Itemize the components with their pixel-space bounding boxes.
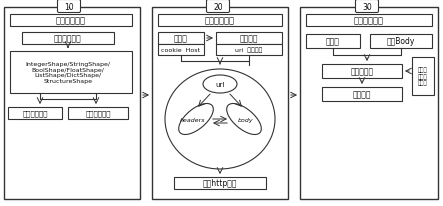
- Text: 出参数据模型: 出参数据模型: [85, 110, 111, 117]
- FancyBboxPatch shape: [58, 0, 81, 13]
- Text: 数据模型定义: 数据模型定义: [54, 34, 82, 43]
- Bar: [322, 88, 402, 102]
- Text: 发送http请求: 发送http请求: [203, 179, 237, 188]
- Text: 接口类: 接口类: [174, 34, 188, 43]
- Ellipse shape: [165, 70, 275, 169]
- Text: 测试结果: 测试结果: [353, 90, 371, 99]
- Bar: [370, 35, 432, 49]
- Bar: [322, 65, 402, 79]
- Bar: [22, 33, 114, 45]
- Bar: [174, 177, 266, 189]
- Ellipse shape: [203, 76, 237, 94]
- Text: headers: headers: [180, 118, 206, 123]
- FancyBboxPatch shape: [355, 0, 378, 13]
- Bar: [68, 108, 128, 119]
- Ellipse shape: [227, 104, 261, 135]
- Text: 当前配
置的权
限策略: 当前配 置的权 限策略: [418, 67, 428, 86]
- Bar: [158, 45, 204, 56]
- Bar: [300, 8, 438, 199]
- Text: 测试接口: 测试接口: [240, 34, 258, 43]
- Bar: [152, 8, 288, 199]
- Bar: [4, 8, 140, 199]
- Bar: [158, 33, 204, 45]
- Text: url: url: [215, 82, 225, 88]
- FancyBboxPatch shape: [206, 0, 229, 13]
- Text: 预期响应值: 预期响应值: [350, 67, 373, 76]
- Bar: [10, 52, 132, 94]
- Bar: [10, 15, 132, 27]
- Text: 权限校验模块: 权限校验模块: [354, 16, 384, 25]
- Text: uri  数据模型: uri 数据模型: [235, 47, 263, 53]
- Bar: [216, 45, 282, 56]
- Text: 30: 30: [362, 2, 372, 12]
- Text: 20: 20: [213, 2, 223, 12]
- Ellipse shape: [179, 104, 214, 135]
- Bar: [8, 108, 62, 119]
- Text: 响应Body: 响应Body: [387, 37, 415, 46]
- Bar: [158, 15, 282, 27]
- Text: 状态码: 状态码: [326, 37, 340, 46]
- Text: 接口数据解析: 接口数据解析: [56, 16, 86, 25]
- Text: cookie  Host: cookie Host: [162, 48, 201, 53]
- Text: IntegerShape/StringShape/
BoolShape/FloatShape/
ListShape/DictShape/
StructureSh: IntegerShape/StringShape/ BoolShape/Floa…: [26, 62, 110, 84]
- Bar: [216, 33, 282, 45]
- Text: 入参数据模型: 入参数据模型: [22, 110, 48, 117]
- Bar: [306, 35, 360, 49]
- Bar: [306, 15, 432, 27]
- Text: 10: 10: [64, 2, 74, 12]
- Text: 接口遍历调用: 接口遍历调用: [205, 16, 235, 25]
- Bar: [412, 58, 434, 96]
- Text: body: body: [238, 118, 254, 123]
